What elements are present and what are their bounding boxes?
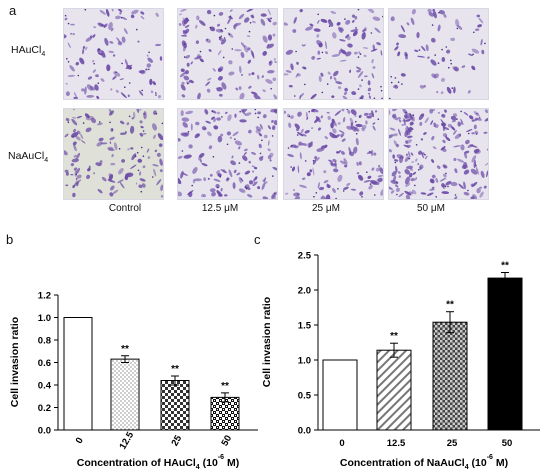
row-label-hauc-sub: 4 [41,51,46,59]
y-tick-label-c-3: 1.5 [298,321,312,332]
category-label-b-2: 25 [169,433,184,448]
significance-c-1: ** [390,331,398,342]
row-label-naauc: NaAuCl4 [8,150,48,164]
category-label-c-1: 12.5 [387,438,406,449]
bar-c-2 [432,321,468,431]
panel-b-letter: b [6,232,14,247]
bar-c-1 [376,349,412,431]
micrograph-naauc-2 [283,108,384,200]
y-tick-label-c-1: 0.5 [298,391,312,402]
bar-b-0 [63,317,93,431]
y-tick-label-b-1: 0.2 [38,403,51,414]
row-label-naauc-sub: 4 [44,157,49,165]
category-label-c-3: 50 [502,438,513,449]
y-tick-label-b-3: 0.6 [38,358,51,369]
category-label-c-2: 25 [447,438,458,449]
significance-b-1: ** [121,344,129,355]
category-label-c-0: 0 [339,438,344,449]
micrograph-naauc-0 [63,108,164,200]
category-label-b-1: 12.5 [117,429,136,451]
micrograph-hauc-2 [283,8,384,100]
category-label-b-0: 0 [74,436,86,446]
y-tick-label-c-4: 2.0 [298,286,311,297]
row-label-naauc-text: NaAuCl [8,150,45,162]
x-axis-label-c: Concentration of NaAuCl4 (10-6 M) [340,454,508,471]
category-label-b-3: 50 [219,433,234,448]
micrograph-naauc-3 [388,108,489,200]
micrograph-naauc-1 [177,108,278,200]
significance-b-3: ** [221,381,229,392]
y-axis-label-c: Cell invasion ratio [261,297,273,387]
y-axis-label-b: Cell invasion ratio [9,317,21,407]
y-tick-label-c-0: 0.0 [298,426,311,437]
condition-label-25: 25 μM [312,203,340,214]
x-axis-label-b: Concentration of HAuCl4 (10-6 M) [77,454,239,471]
bar-c-0 [322,359,358,431]
micrograph-hauc-0 [63,8,164,100]
y-tick-label-b-0: 0.0 [38,426,51,437]
bar-c-3 [487,277,523,431]
condition-label-12-5: 12.5 μM [201,203,239,214]
condition-label-50: 50 μM [417,203,445,214]
significance-c-2: ** [446,300,454,311]
significance-b-2: ** [171,364,179,375]
bar-b-1 [110,358,140,431]
panel-a-letter: a [9,3,17,18]
bar-b-3 [210,396,240,431]
y-tick-label-b-2: 0.4 [38,381,52,392]
y-tick-label-b-5: 1.0 [38,313,51,324]
y-tick-label-c-5: 2.5 [298,251,312,262]
condition-label-control: Control [108,203,142,214]
micrograph-hauc-3 [388,8,489,100]
row-label-hauc: HAuCl4 [11,44,45,58]
y-tick-label-b-6: 1.2 [38,291,51,302]
micrograph-hauc-1 [177,8,278,100]
panel-c-letter: c [254,232,261,247]
significance-c-3: ** [501,261,509,272]
y-tick-label-c-2: 1.0 [298,356,311,367]
bar-b-2 [160,380,190,431]
row-label-hauc-text: HAuCl [11,44,42,56]
y-tick-label-b-4: 0.8 [38,336,51,347]
